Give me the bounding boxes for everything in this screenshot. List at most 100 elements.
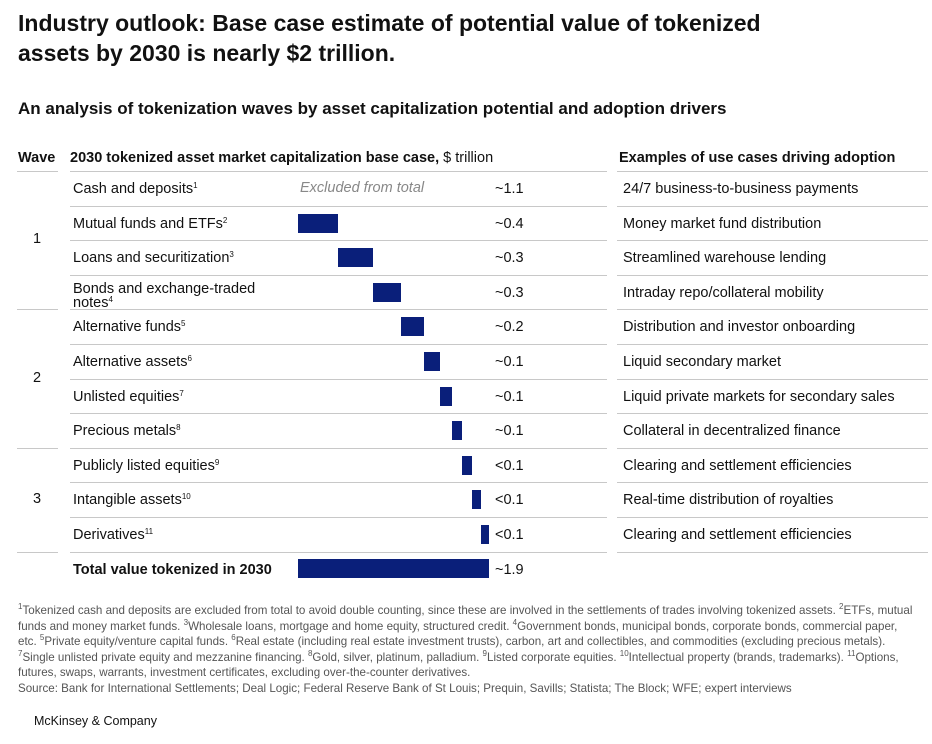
use-case: Clearing and settlement efficiencies [623, 457, 852, 474]
row-divider [70, 517, 607, 518]
row-divider [617, 205, 928, 207]
row-divider [617, 413, 928, 415]
use-case: Real-time distribution of royalties [623, 492, 834, 509]
bar-loans-and-securitization [338, 248, 373, 268]
row-label-text: Bonds and exchange-traded notes [73, 280, 256, 311]
use-case: Money market fund distribution [623, 215, 822, 232]
footnote-text: Intellectual property (brands, trademark… [628, 650, 848, 664]
use-case: Collateral in decentralized finance [623, 423, 841, 440]
value-label: ~0.1 [495, 423, 524, 440]
footnote-number: 1 [18, 602, 23, 611]
row-label-text: Unlisted equities [73, 388, 180, 405]
row-label: Mutual funds and ETFs2 [73, 215, 293, 231]
footnote-ref: 11 [144, 527, 154, 536]
use-case: Streamlined warehouse lending [623, 250, 827, 267]
footnotes: 1Tokenized cash and deposits are exclude… [18, 603, 918, 696]
footnote-number: 3 [183, 617, 189, 627]
value-label: ~1.1 [495, 181, 524, 197]
use-case: 24/7 business-to-business payments [623, 181, 859, 197]
footnote-number: 8 [307, 648, 313, 658]
wave-number: 2 [33, 369, 42, 386]
chart-header-text: 2030 tokenized asset market capitalizati… [70, 150, 440, 166]
subtitle: An analysis of tokenization waves by ass… [18, 99, 727, 118]
bar-publicly-listed-equities [462, 455, 472, 475]
value-label: ~0.2 [495, 319, 524, 336]
row-divider [70, 309, 607, 311]
row-label: Cash and deposits1 [73, 181, 293, 197]
header-divider [17, 171, 58, 172]
value-label: <0.1 [495, 457, 524, 474]
row-label-text: Loans and securitization [73, 250, 230, 267]
bar-total [298, 558, 489, 578]
use-case: Liquid private markets for secondary sal… [623, 388, 895, 405]
footnote-ref: 9 [214, 457, 220, 467]
total-label: Total value tokenized in 2030 [73, 561, 272, 578]
row-divider [70, 205, 607, 207]
row-divider [617, 274, 928, 276]
row-label: Derivatives11 [73, 527, 293, 543]
footnote-text: Wholesale loans, mortgage and home equit… [188, 619, 513, 633]
row-label-text: Publicly listed equities [73, 457, 215, 474]
use-case: Intraday repo/collateral mobility [623, 284, 824, 301]
footnote-ref: 5 [181, 319, 186, 329]
value-label: ~0.3 [495, 284, 524, 301]
row-label-text: Alternative funds [73, 319, 182, 336]
wave-header: Wave [18, 150, 56, 166]
use-case: Clearing and settlement efficiencies [623, 527, 852, 543]
value-label: ~0.3 [495, 250, 524, 267]
row-label: Precious metals8 [73, 423, 293, 440]
row-divider [617, 482, 928, 484]
bar-precious-metals [452, 421, 462, 441]
row-label-text: Intangible assets [73, 492, 182, 509]
footnote-number: 2 [839, 602, 844, 611]
row-divider [617, 447, 928, 449]
use-case: Liquid secondary market [623, 354, 781, 370]
footnote-number: 6 [231, 633, 236, 642]
footnote-ref: 1 [193, 181, 198, 190]
value-label: <0.1 [495, 527, 524, 543]
excluded-note: Excluded from total [300, 180, 425, 196]
row-label: Alternative assets6 [73, 354, 293, 370]
total-value-label: ~1.9 [495, 561, 524, 578]
use-cases-header: Examples of use cases driving adoption [619, 150, 896, 166]
row-divider [70, 482, 607, 484]
footnote-text: Listed corporate equities. [487, 650, 620, 664]
footnote-number: 10 [619, 648, 629, 658]
row-label: Loans and securitization3 [73, 250, 293, 267]
value-label: ~0.1 [495, 354, 524, 370]
row-divider [617, 378, 928, 380]
row-label: Bonds and exchange-traded notes4 [73, 280, 278, 311]
page-title: Industry outlook: Base case estimate of … [18, 10, 761, 66]
bar-unlisted-equities [440, 386, 452, 406]
bar-intangible-assets [472, 490, 481, 510]
row-divider [70, 413, 607, 415]
bar-mutual-funds-and-etfs [298, 213, 338, 233]
footnote-text: Gold, silver, platinum, palladium. [312, 650, 483, 664]
footnote-ref: 2 [222, 215, 228, 225]
footnote-ref: 3 [229, 250, 234, 260]
footnote-ref: 8 [176, 423, 181, 433]
row-label: Unlisted equities7 [73, 388, 293, 405]
bar-alternative-assets [424, 352, 440, 371]
footnote-ref: 7 [179, 388, 184, 398]
row-divider [70, 551, 607, 553]
wave-divider [17, 551, 58, 553]
footnote-text: Private equity/venture capital funds. [44, 635, 232, 648]
footnote-text: Government bonds, municipal bonds, corpo… [18, 619, 898, 649]
row-divider [617, 517, 928, 518]
value-label: ~0.4 [495, 215, 524, 232]
row-divider [617, 240, 928, 242]
footnote-text: Real estate (including real estate inves… [235, 635, 886, 648]
footnote-text: Options, futures, swaps, warrants, inves… [18, 650, 899, 680]
footnote-ref: 6 [187, 354, 192, 363]
footnote-text: ETFs, mutual funds and money market fund… [18, 604, 913, 633]
source-note: Source: Bank for International Settlemen… [18, 681, 792, 695]
footnote-text: Single unlisted private equity and mezza… [22, 650, 308, 664]
row-divider [617, 551, 928, 553]
wave-number: 3 [33, 490, 42, 507]
row-divider [70, 274, 607, 276]
wave-divider [17, 447, 58, 449]
row-label-text: Precious metals [73, 423, 177, 440]
row-divider [70, 378, 607, 380]
use-case: Distribution and investor onboarding [623, 319, 856, 336]
